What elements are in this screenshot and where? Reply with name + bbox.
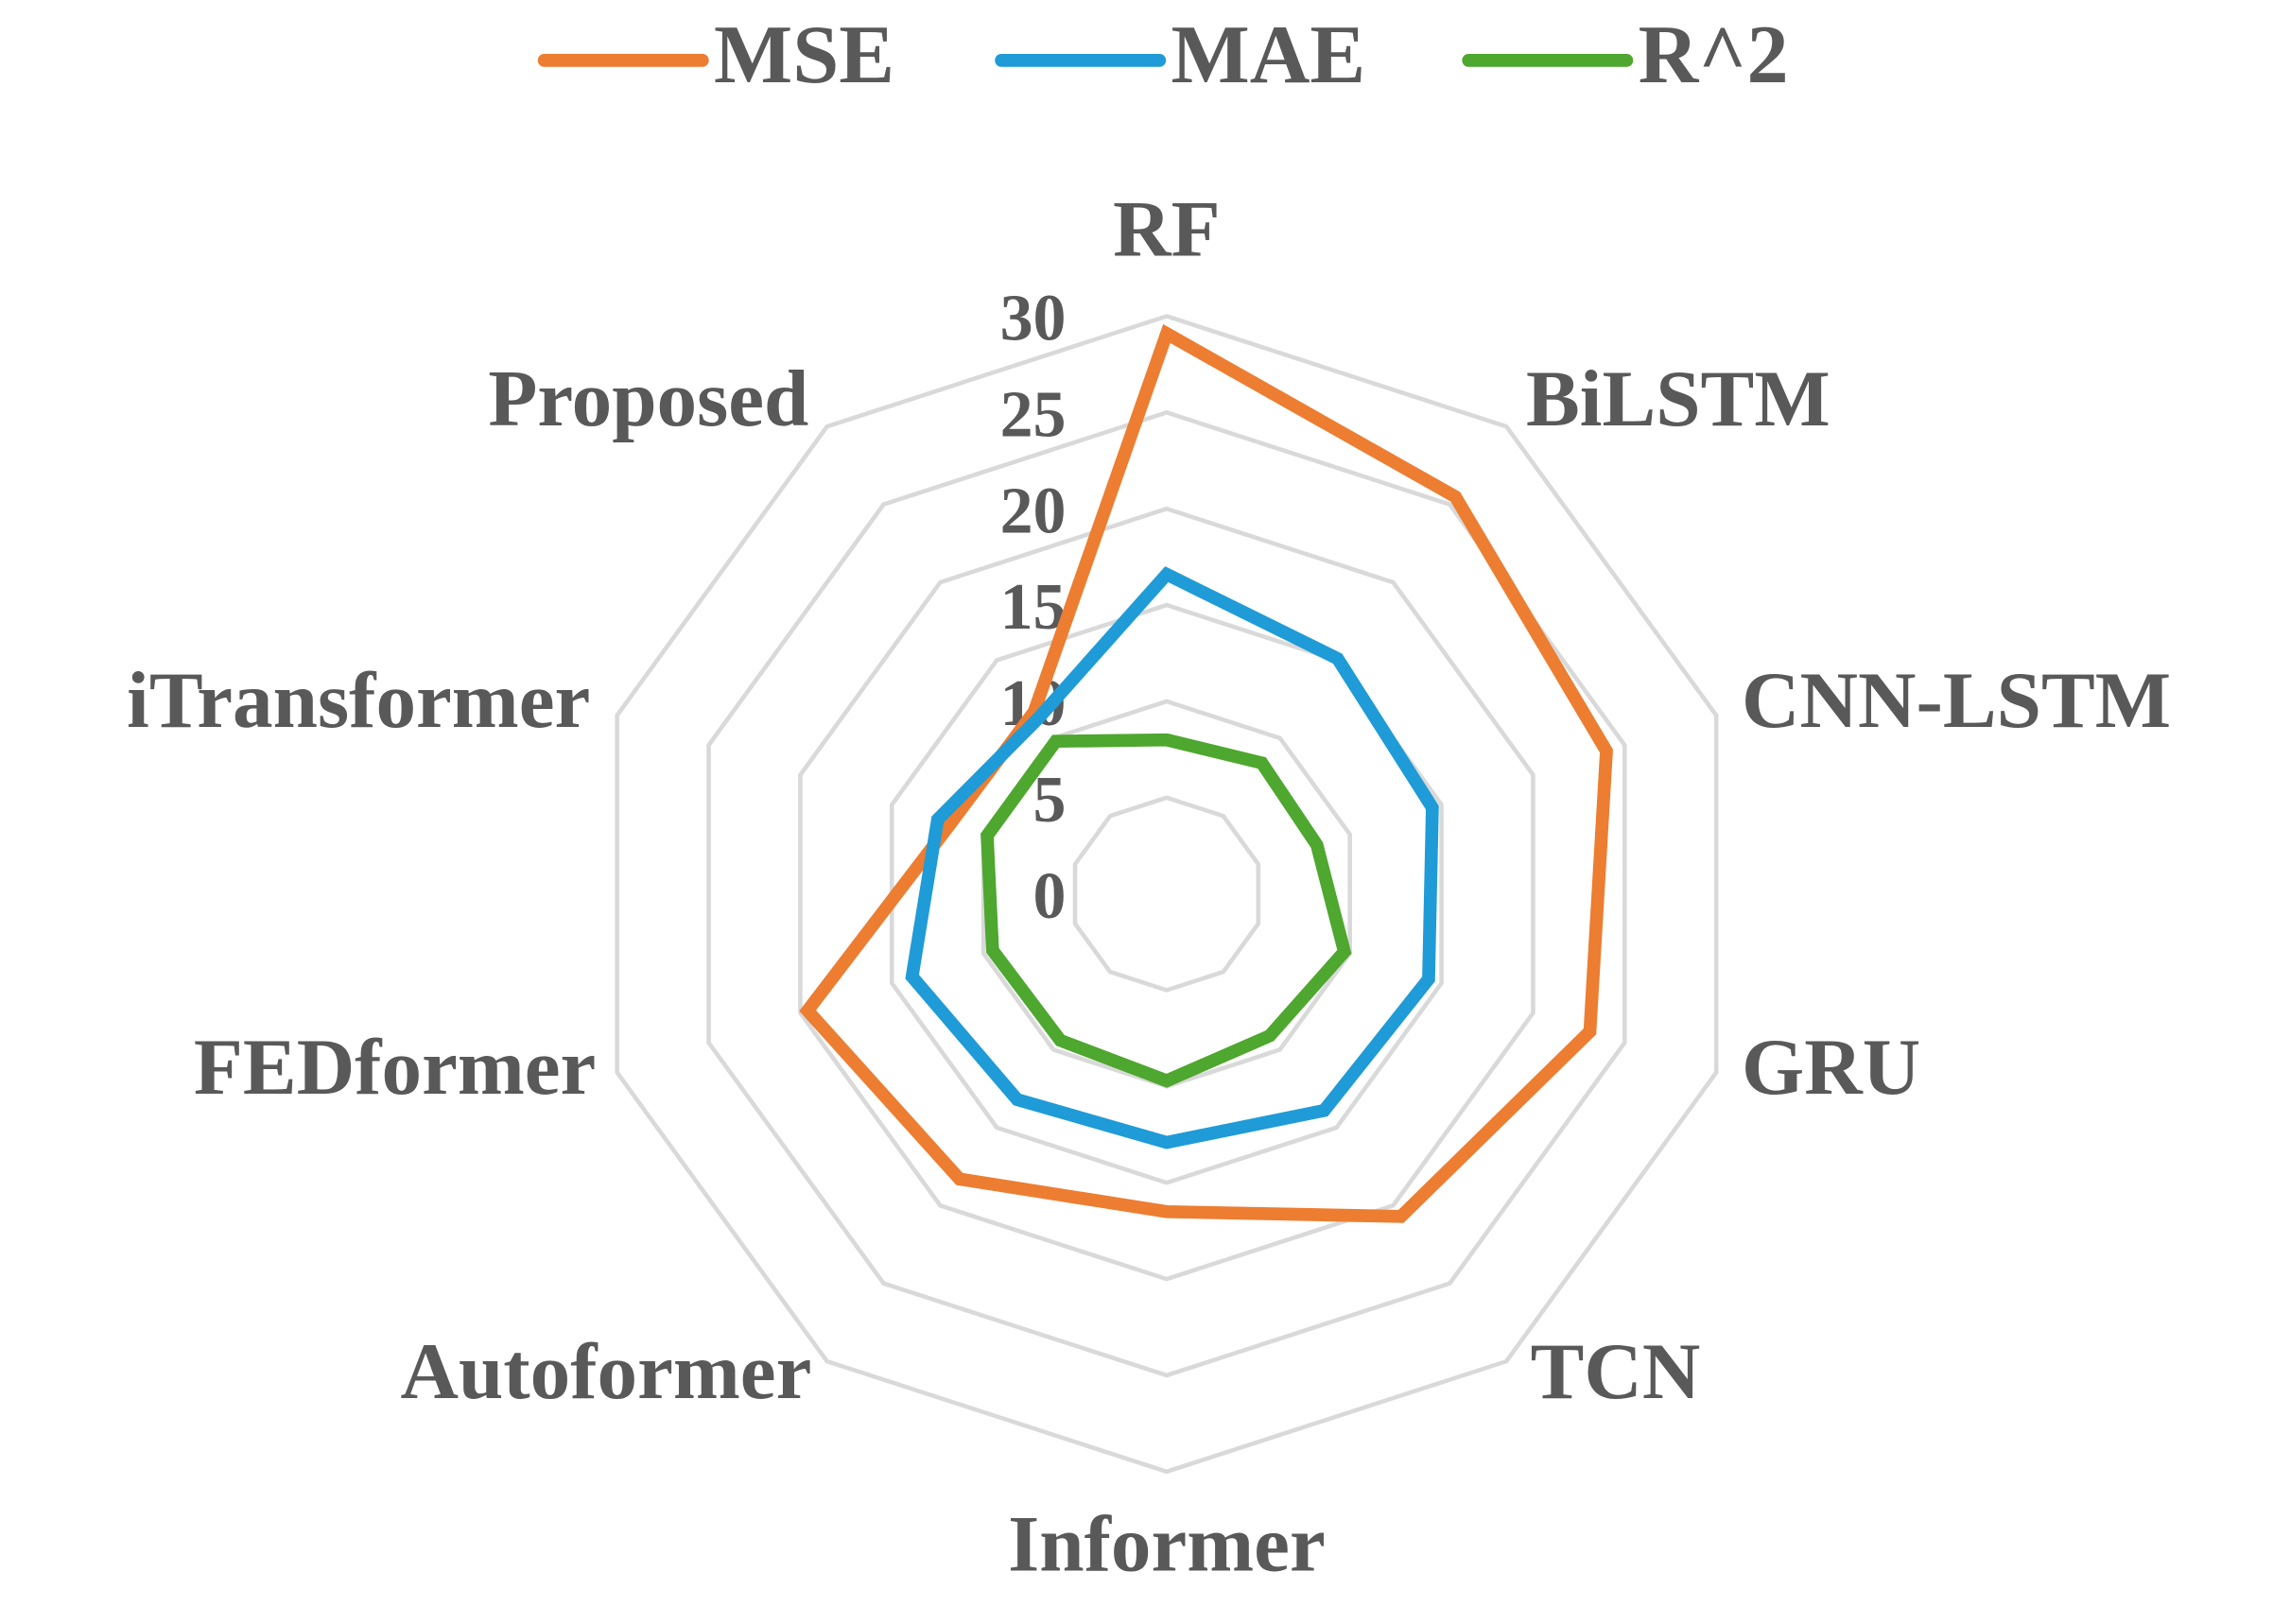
y-tick-label: 30 (1000, 283, 1067, 355)
series-line (980, 733, 1352, 1088)
category-label: iTransformer (127, 656, 590, 745)
grid-ring (1072, 795, 1261, 993)
y-tick-label: 0 (1033, 860, 1067, 933)
category-label: Informer (1008, 1500, 1326, 1589)
grid-ring (798, 506, 1536, 1282)
category-label: Autoformer (400, 1327, 811, 1416)
legend-label: R^2 (1639, 9, 1789, 101)
grid-ring (615, 314, 1719, 1475)
plot-area (799, 323, 1613, 1223)
series-line (799, 323, 1613, 1223)
y-tick-label: 15 (1000, 571, 1067, 644)
category-label: FEDformer (194, 1023, 596, 1112)
category-label: TCN (1531, 1327, 1701, 1416)
category-label: CNN-LSTM (1742, 656, 2171, 745)
category-label: Proposed (488, 354, 808, 443)
category-label: GRU (1742, 1023, 1920, 1112)
series-line (905, 566, 1439, 1149)
y-tick-label: 25 (1000, 379, 1067, 452)
grid-ring (706, 409, 1627, 1378)
y-tick-label: 20 (1000, 475, 1067, 547)
legend-label: MAE (1171, 9, 1365, 101)
category-label: RF (1113, 184, 1220, 273)
category-label: BiLSTM (1526, 354, 1831, 443)
legend-label: MSE (714, 9, 894, 101)
